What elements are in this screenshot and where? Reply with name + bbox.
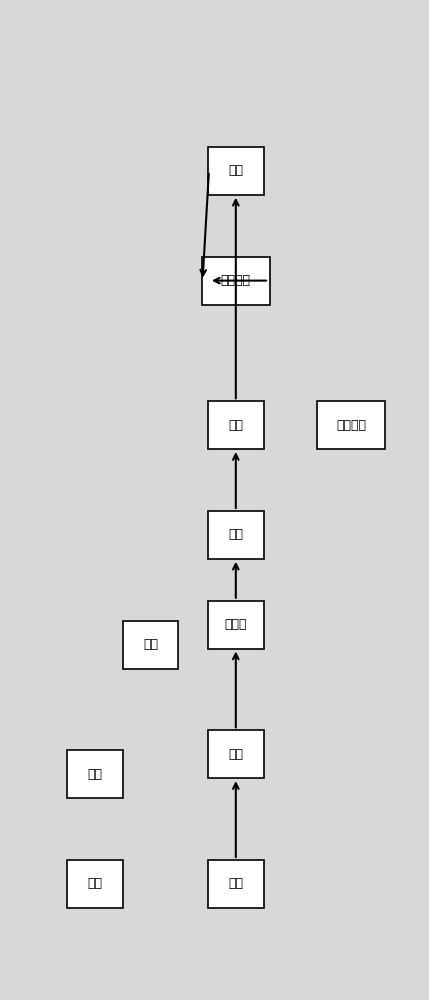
FancyBboxPatch shape <box>67 750 123 798</box>
FancyBboxPatch shape <box>67 860 123 908</box>
Text: 水浸: 水浸 <box>88 768 103 781</box>
Text: 焙烧: 焙烧 <box>228 877 243 890</box>
FancyBboxPatch shape <box>208 147 263 195</box>
Text: 氧化: 氧化 <box>228 419 243 432</box>
FancyBboxPatch shape <box>208 730 263 778</box>
FancyBboxPatch shape <box>317 401 385 449</box>
Text: 蒸发浓缩: 蒸发浓缩 <box>336 419 366 432</box>
Text: 萃取: 萃取 <box>228 528 243 541</box>
FancyBboxPatch shape <box>208 511 263 559</box>
FancyBboxPatch shape <box>208 601 263 649</box>
Text: 沉钒: 沉钒 <box>228 748 243 761</box>
FancyBboxPatch shape <box>208 860 263 908</box>
Text: 过滤: 过滤 <box>143 638 158 651</box>
Text: 还原酸浸: 还原酸浸 <box>221 274 251 287</box>
Text: 粉碎: 粉碎 <box>88 877 103 890</box>
FancyBboxPatch shape <box>202 257 270 305</box>
FancyBboxPatch shape <box>123 621 178 669</box>
Text: 过滤: 过滤 <box>228 164 243 177</box>
Text: 反萃取: 反萃取 <box>224 618 247 631</box>
FancyBboxPatch shape <box>208 401 263 449</box>
